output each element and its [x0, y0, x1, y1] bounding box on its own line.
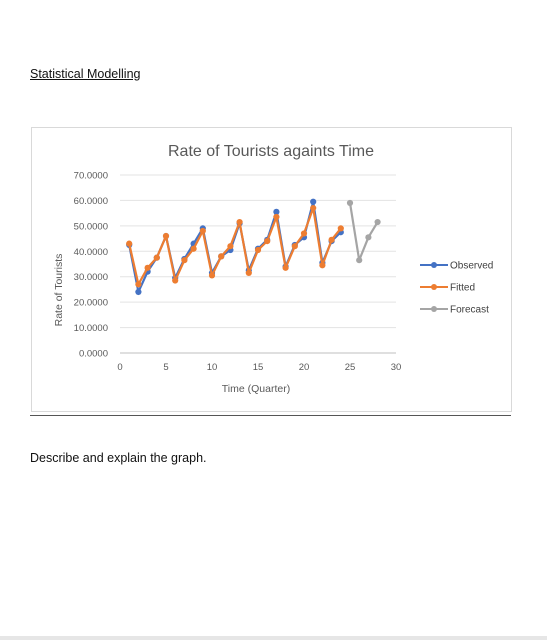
y-tick-label: 10.0000: [74, 323, 108, 334]
data-point: [144, 264, 151, 271]
data-point: [282, 264, 289, 271]
y-tick-label: 70.0000: [74, 171, 108, 182]
data-point: [328, 236, 335, 243]
series-forecast: [346, 199, 381, 264]
data-point: [273, 208, 280, 215]
legend-item: Forecast: [420, 305, 489, 316]
data-point: [162, 232, 170, 240]
data-point: [135, 281, 142, 288]
data-point: [273, 213, 280, 221]
line-chart: Rate of Tourists againts Time 0.0000 10.0…: [53, 143, 493, 395]
data-point: [319, 262, 326, 269]
data-point: [245, 269, 252, 276]
x-tick-label: 15: [253, 362, 264, 373]
x-tick-label: 5: [163, 362, 168, 373]
data-point: [227, 243, 234, 250]
chart-container: Rate of Tourists againts Time 0.0000 10.0…: [31, 127, 512, 412]
series-fitted: [126, 204, 344, 288]
legend: Observed Fitted Forecast: [420, 261, 493, 316]
x-axis-label: Time (Quarter): [222, 383, 290, 395]
legend-item: Observed: [420, 261, 493, 272]
data-point: [135, 288, 142, 296]
data-point: [199, 227, 206, 235]
x-tick-label: 20: [299, 362, 310, 373]
data-point: [254, 246, 262, 254]
page-bottom-edge: [0, 636, 547, 640]
legend-swatch-marker: [431, 262, 437, 268]
y-tick-label: 50.0000: [74, 221, 108, 232]
data-point: [310, 204, 317, 212]
x-tick-label: 10: [207, 362, 218, 373]
x-tick-label: 25: [345, 362, 356, 373]
data-point: [337, 225, 344, 232]
section-heading: Statistical Modelling: [30, 67, 141, 81]
y-tick-labels: 0.0000 10.0000 20.0000 30.0000 40.0000 50.000…: [74, 171, 108, 360]
chart-title: Rate of Tourists againts Time: [168, 143, 374, 160]
data-point: [356, 257, 363, 264]
y-axis-label: Rate of Tourists: [53, 254, 65, 327]
x-tick-label: 30: [391, 362, 402, 373]
legend-swatch-marker: [431, 284, 437, 290]
data-point: [310, 198, 317, 205]
y-tick-label: 60.0000: [74, 196, 108, 207]
question-text: Describe and explain the graph.: [30, 451, 207, 465]
data-point: [346, 199, 354, 207]
data-point: [374, 218, 381, 226]
x-tick-labels: 0 5 10 15 20 25 30: [117, 362, 401, 373]
y-tick-label: 30.0000: [74, 272, 108, 283]
y-tick-label: 0.0000: [79, 349, 108, 360]
x-tick-label: 0: [117, 362, 122, 373]
data-point: [126, 240, 133, 247]
data-point: [236, 218, 243, 226]
data-point: [365, 234, 372, 241]
legend-label: Forecast: [450, 305, 489, 316]
legend-label: Observed: [450, 261, 493, 272]
data-point: [153, 254, 160, 261]
data-point: [291, 243, 298, 250]
horizontal-rule: [30, 415, 511, 416]
data-point: [181, 257, 188, 264]
series-line: [128, 206, 342, 286]
y-tick-label: 20.0000: [74, 298, 108, 309]
gridlines: [120, 174, 396, 354]
data-point: [208, 272, 216, 279]
data-point: [190, 245, 197, 252]
y-tick-label: 40.0000: [74, 247, 108, 258]
data-point: [264, 238, 271, 245]
series-layer: [126, 198, 381, 296]
series-line: [348, 202, 379, 262]
data-point: [218, 253, 225, 260]
data-point: [172, 277, 179, 284]
legend-item: Fitted: [420, 283, 475, 294]
legend-swatch-marker: [431, 306, 437, 312]
legend-label: Fitted: [450, 283, 475, 294]
data-point: [300, 230, 308, 237]
